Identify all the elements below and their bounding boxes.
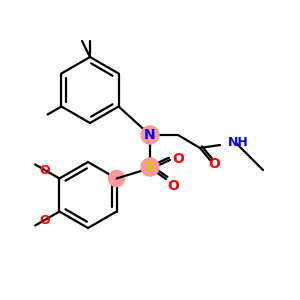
Text: O: O [172, 152, 184, 166]
Text: O: O [167, 179, 179, 193]
Text: O: O [39, 214, 50, 227]
Circle shape [141, 158, 159, 176]
Text: S: S [145, 160, 155, 174]
Text: O: O [39, 164, 50, 177]
Text: NH: NH [228, 136, 249, 149]
Text: N: N [144, 128, 156, 142]
Circle shape [141, 126, 159, 144]
Circle shape [109, 170, 124, 187]
Text: O: O [208, 157, 220, 171]
